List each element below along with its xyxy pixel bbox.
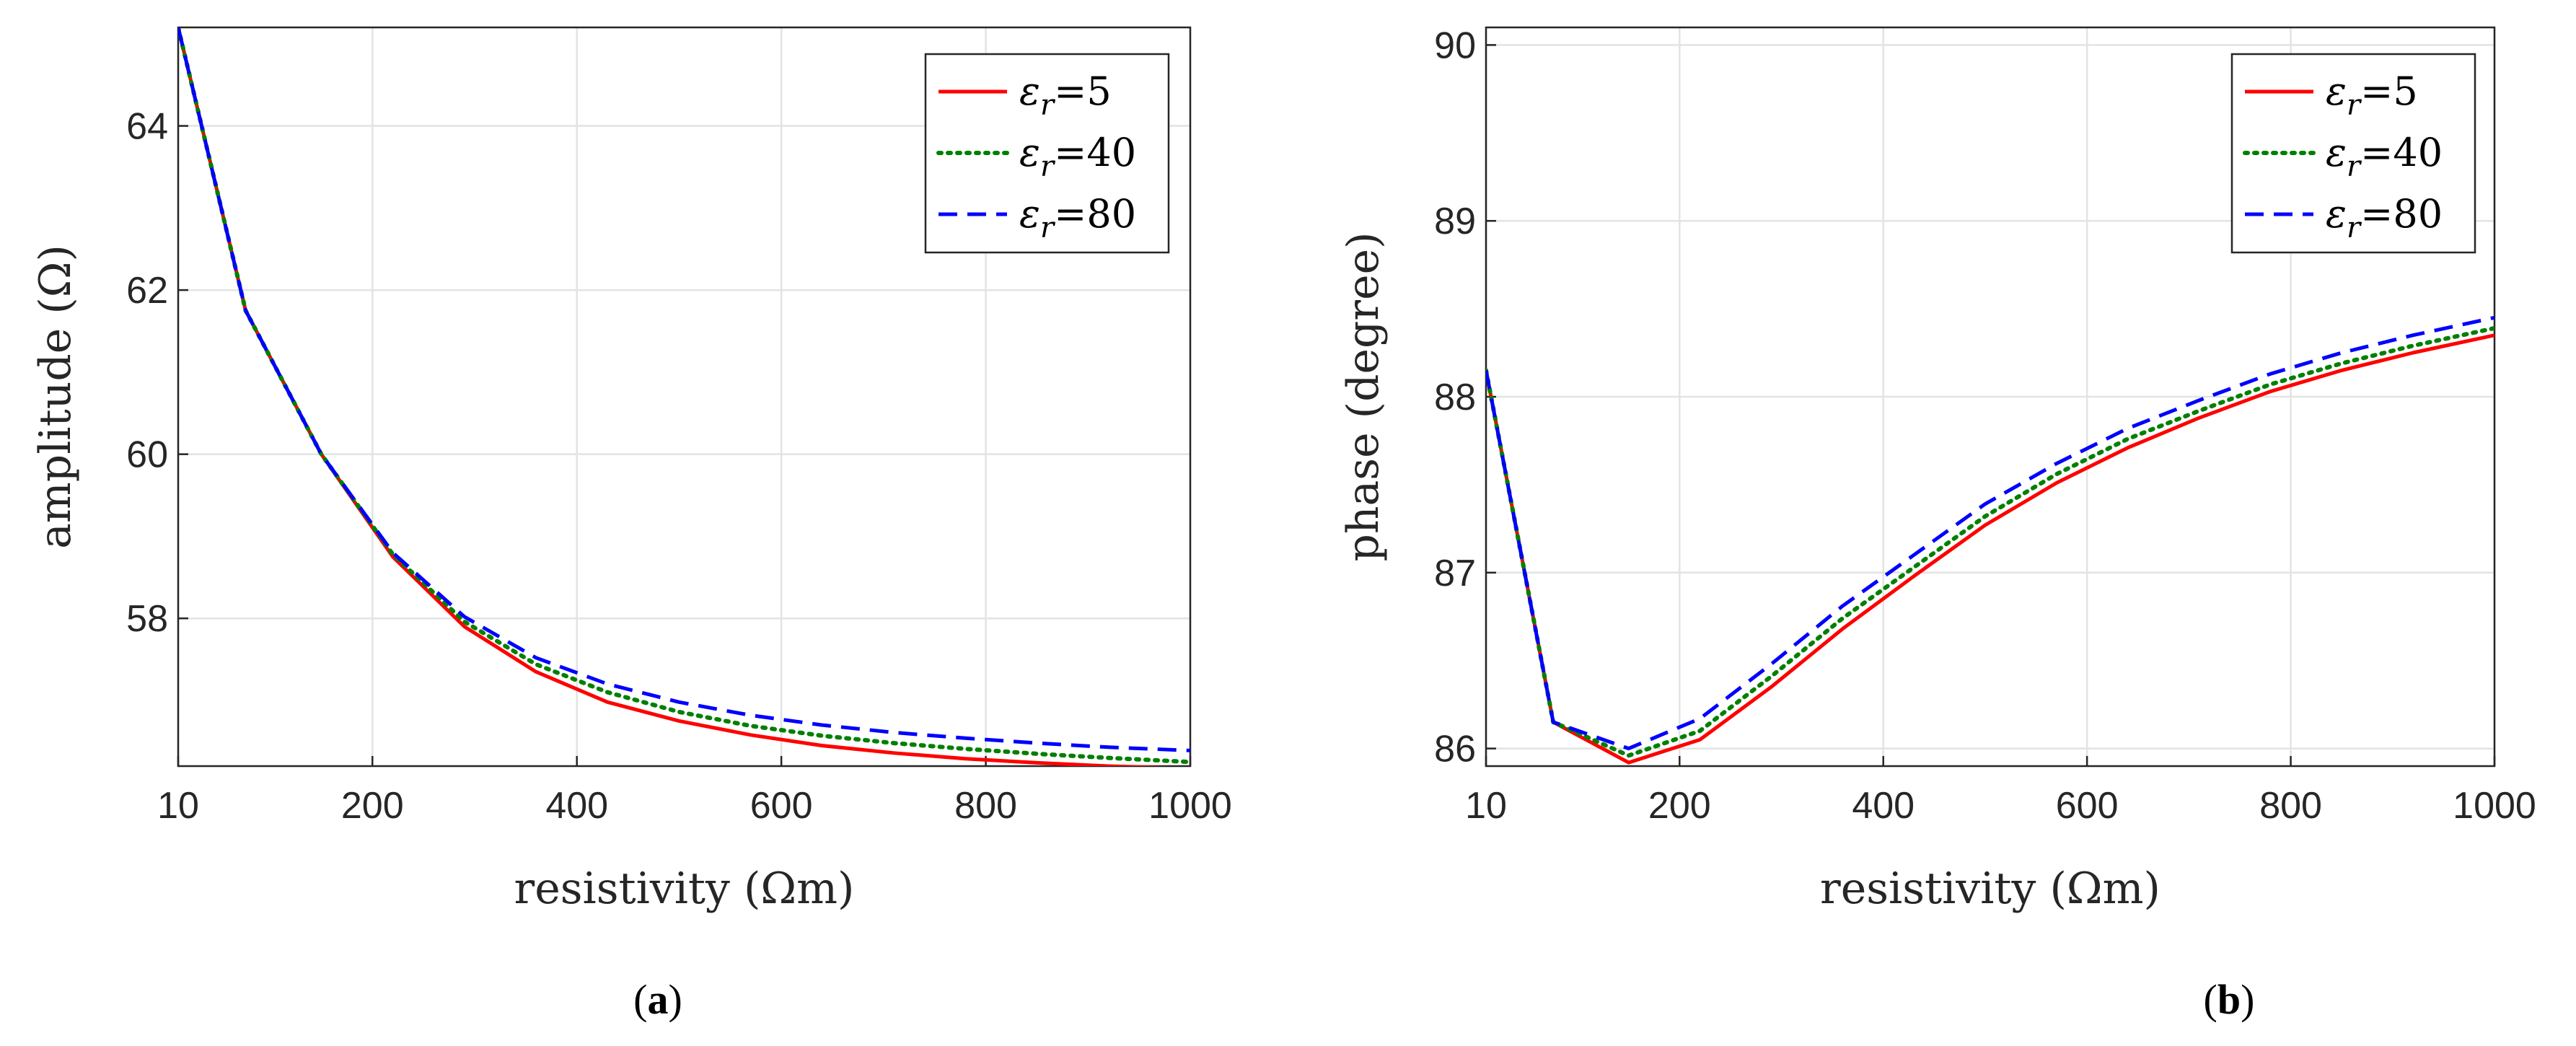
legend-value: =5 <box>2360 69 2418 114</box>
y-tick-label: 86 <box>1434 729 1476 770</box>
series-line-2 <box>178 27 1190 752</box>
legend-entry: εr=5 <box>1019 69 1112 122</box>
legend-value: =80 <box>2360 191 2443 237</box>
legend-subscript: r <box>1040 211 1056 245</box>
subfigure-paren-open: ( <box>633 976 647 1023</box>
x-tick-label: 400 <box>1852 785 1915 827</box>
y-tick-label: 88 <box>1434 377 1476 418</box>
legend-subscript: r <box>1040 89 1056 122</box>
x-tick-label: 200 <box>1648 785 1711 827</box>
legend-value: =40 <box>1054 130 1136 175</box>
series-line-0 <box>1486 333 2494 765</box>
legend-subscript: r <box>1040 150 1056 183</box>
subfigure-paren-close: ) <box>2241 976 2254 1023</box>
legend-symbol: ε <box>1019 130 1040 175</box>
x-tick-label: 1000 <box>1148 785 1232 827</box>
y-axis-label: phase (degree) <box>1338 232 1389 561</box>
legend-symbol: ε <box>2326 191 2347 237</box>
legend-entry: εr=40 <box>2326 130 2443 183</box>
y-tick-label: 89 <box>1434 201 1476 242</box>
y-tick-label: 64 <box>126 106 168 148</box>
x-axis-label: resistivity (Ωm) <box>514 863 855 914</box>
chart-panel-a: 10 200 400 600 800 1000 58 60 62 64 resistivity (Ω… <box>30 26 1232 1023</box>
subfigure-paren-close: ) <box>669 976 682 1023</box>
series-group <box>1486 315 2494 765</box>
legend-entry: εr=40 <box>1019 130 1136 183</box>
legend-symbol: ε <box>1019 191 1040 237</box>
series-line-1 <box>178 27 1190 765</box>
legend-entry: εr=80 <box>2326 191 2443 245</box>
legend-value: =5 <box>1054 69 1112 114</box>
x-tick-label: 10 <box>157 785 199 827</box>
x-tick-label: 600 <box>750 785 813 827</box>
axes-frame <box>177 26 1192 768</box>
legend-symbol: ε <box>2326 130 2347 175</box>
legend-subscript: r <box>2347 211 2362 245</box>
legend-symbol: ε <box>1019 69 1040 114</box>
series-group <box>178 27 1190 766</box>
x-tick-label: 800 <box>954 785 1017 827</box>
subfigure-label: (a) <box>633 976 682 1023</box>
y-axis-label: amplitude (Ω) <box>30 245 81 549</box>
legend-entry: εr=80 <box>1019 191 1136 245</box>
subfigure-letter: a <box>648 976 669 1023</box>
subfigure-paren-open: ( <box>2204 976 2217 1023</box>
subfigure-letter: b <box>2217 976 2241 1023</box>
legend-subscript: r <box>2347 150 2362 183</box>
legend-symbol: ε <box>2326 69 2347 114</box>
series-line-2 <box>1486 315 2494 751</box>
y-tick-label: 58 <box>126 598 168 640</box>
panels: 10 200 400 600 800 1000 58 60 62 64 resistivity (Ω… <box>30 25 2536 1023</box>
legend-subscript: r <box>2347 89 2362 122</box>
chart-panel-b: 10 200 400 600 800 1000 86 87 88 89 90 resistivity … <box>1338 25 2536 1023</box>
x-tick-label: 800 <box>2259 785 2322 827</box>
x-axis-label: resistivity (Ωm) <box>1820 863 2160 914</box>
legend-entry: εr=5 <box>2326 69 2418 122</box>
subfigure-label: (b) <box>2204 976 2255 1023</box>
x-tick-label: 400 <box>545 785 608 827</box>
x-tick-label: 10 <box>1465 785 1507 827</box>
y-tick-label: 87 <box>1434 553 1476 594</box>
y-tick-label: 62 <box>126 270 168 312</box>
x-tick-label: 600 <box>2056 785 2119 827</box>
x-tick-label: 1000 <box>2453 785 2536 827</box>
legend-value: =80 <box>1054 191 1136 237</box>
y-tick-label: 90 <box>1434 25 1476 66</box>
y-tick-label: 60 <box>126 434 168 476</box>
legend-value: =40 <box>2360 130 2443 175</box>
series-line-1 <box>1486 325 2494 758</box>
x-tick-label: 200 <box>341 785 404 827</box>
